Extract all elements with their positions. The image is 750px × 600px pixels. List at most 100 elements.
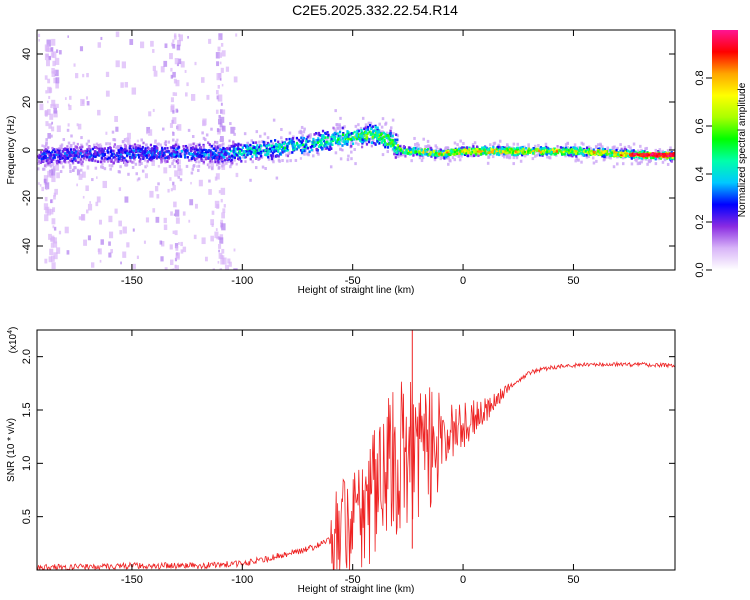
spectrogram-cell [366,132,369,135]
spectrogram-cell [139,157,142,161]
spectrogram-halo-cell [599,142,602,146]
colorbar-tick-label: 0.8 [694,70,706,85]
spectrogram-cell [535,149,538,152]
spectrogram-halo-cell [208,179,211,183]
spectrogram-core-cell [652,153,655,156]
spectrogram-noise-cell [53,241,58,248]
snr-panel: -150 -100 -50 0 50 0.51.01.52.0 Height of st… [6,327,676,595]
spectrogram-noise-cell [170,104,175,111]
spectrogram-cell [96,151,99,155]
spectrogram-cell [230,154,234,158]
spectrogram-cell [192,142,195,146]
spectrogram-cell [339,134,342,138]
spectrogram-noise-cell [44,214,49,222]
spectrogram-core-cell [643,153,646,156]
spectrogram-noise-cell [172,71,176,78]
spectrogram-halo-cell [421,156,425,160]
spectrogram-cell [44,152,47,156]
spectrogram-cell [381,139,385,143]
spectrogram-cell [222,150,225,153]
spectrogram-noise-cell [51,218,56,225]
spectrogram-cell [211,151,214,154]
spectrogram-cell [157,152,160,155]
spectrogram-cell [368,130,371,134]
spectrogram-cell [415,152,418,156]
spectrogram-cell [388,135,391,138]
spectrogram-cell [357,133,360,137]
spectrogram-halo-cell [353,148,356,152]
spectrogram-cell [63,159,66,163]
spectrogram-cell [126,154,129,157]
spectrogram-cell [153,148,156,152]
spectrogram-x-tick-label: 0 [460,275,466,287]
spectrogram-cell [319,134,323,137]
spectrogram-halo-cell [436,150,439,154]
spectrogram-noise-cell [50,243,54,248]
spectrogram-noise-cell [174,92,178,96]
spectrogram-halo-cell [595,149,598,153]
spectrogram-cell [288,137,291,141]
spectrogram-noise-cell [117,145,121,151]
spectrogram-noise-cell [171,159,175,164]
spectrogram-noise-cell [50,104,53,109]
spectrogram-noise-cell [170,97,174,103]
spectrogram-halo-cell [108,142,112,146]
spectrogram-cell [572,146,575,149]
spectrogram-cell [614,150,617,154]
spectrogram-cell [129,159,132,163]
spectrogram-cell [180,149,184,153]
spectrogram-cell [453,149,456,153]
spectrogram-halo-cell [132,144,135,148]
spectrogram-cell [160,157,163,161]
spectrogram-halo-cell [334,129,338,133]
spectrogram-cell [370,144,373,148]
spectrogram-halo-cell [68,163,72,167]
spectrogram-cell [204,151,208,155]
spectrogram-halo-cell [658,148,662,152]
spectrogram-cell [230,145,233,148]
spectrogram-halo-cell [612,165,616,169]
spectrogram-cell [543,146,547,150]
spectrogram-cell [200,154,203,158]
spectrogram-cell [58,149,61,153]
spectrogram-cell [56,151,59,154]
spectrogram-halo-cell [222,142,225,146]
spectrogram-core-cell [652,152,655,155]
spectrogram-cell [363,134,366,137]
spectrogram-cell [202,145,205,148]
spectrogram-noise-cell [220,127,222,130]
spectrogram-noise-cell [115,31,120,38]
spectrogram-cell [134,149,137,153]
spectrogram-halo-cell [292,135,295,139]
spectrogram-cell [119,150,123,154]
spectrogram-halo-cell [272,118,276,122]
spectrogram-noise-cell [132,228,135,232]
spectrogram-cell [286,154,290,158]
spectrogram-cell [109,146,112,150]
spectrogram-halo-cell [591,156,595,160]
spectrogram-cell [260,144,263,148]
spectrogram-cell [540,152,543,156]
spectrogram-noise-cell [143,240,146,244]
spectrogram-halo-cell [191,167,195,171]
spectrogram-halo-cell [143,158,147,162]
spectrogram-cell [316,151,319,155]
spectrogram-cell [516,150,519,154]
spectrogram-cell [238,149,242,153]
spectrogram-cell [589,151,592,154]
spectrogram-cell [344,137,347,141]
spectrogram-cell [296,143,299,147]
spectrogram-core-cell [651,153,654,156]
spectrogram-cell [527,147,531,151]
spectrogram-cell [330,147,333,150]
spectrogram-cell [445,155,448,159]
spectrogram-noise-cell [51,121,54,125]
spectrogram-noise-cell [64,97,67,100]
snr-frame [36,329,676,571]
spectrogram-halo-cell [645,146,648,150]
spectrogram-cell [220,153,223,156]
spectrogram-cell [433,153,437,157]
spectrogram-halo-cell [232,153,235,157]
spectrogram-cell [424,149,427,153]
spectrogram-y-label: Frequency (Hz) [6,116,17,185]
